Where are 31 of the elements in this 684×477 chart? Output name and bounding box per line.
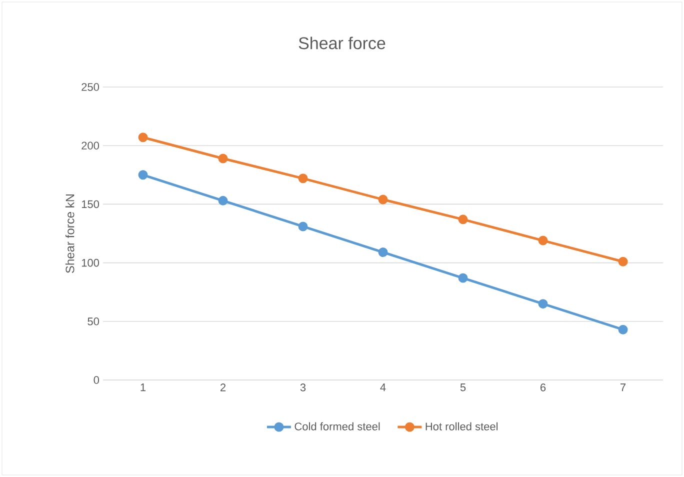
x-tick-label: 7 (620, 384, 626, 392)
y-tick-label: 200 (82, 142, 100, 150)
point (298, 222, 308, 232)
point (378, 194, 388, 204)
point (138, 170, 148, 180)
point (618, 324, 628, 334)
x-tick-label: 6 (540, 384, 546, 392)
point (618, 256, 628, 266)
y-tick-label: 0 (94, 376, 100, 384)
x-tick-label: 4 (380, 384, 386, 392)
x-tick-label: 3 (300, 384, 306, 392)
point (218, 154, 228, 164)
legend-label: Cold formed steel (294, 422, 380, 430)
x-tick-label: 5 (460, 384, 466, 392)
legend-label: Hot rolled steel (426, 422, 498, 430)
y-tick-label: 100 (82, 258, 100, 267)
point (458, 273, 468, 283)
point (538, 299, 548, 309)
y-tick-label: 50 (88, 318, 100, 326)
chart-title: Shear force (298, 36, 386, 50)
point (458, 214, 468, 224)
y-tick-label: 150 (82, 200, 100, 208)
x-tick-label: 1 (140, 384, 146, 392)
y-tick-label: 250 (82, 83, 100, 91)
point (218, 196, 228, 206)
point (378, 248, 388, 257)
x-tick-label: 2 (220, 384, 226, 392)
point (538, 236, 548, 246)
point (138, 132, 148, 142)
point (298, 174, 308, 184)
y-axis-title: Shear force kN (65, 194, 74, 273)
